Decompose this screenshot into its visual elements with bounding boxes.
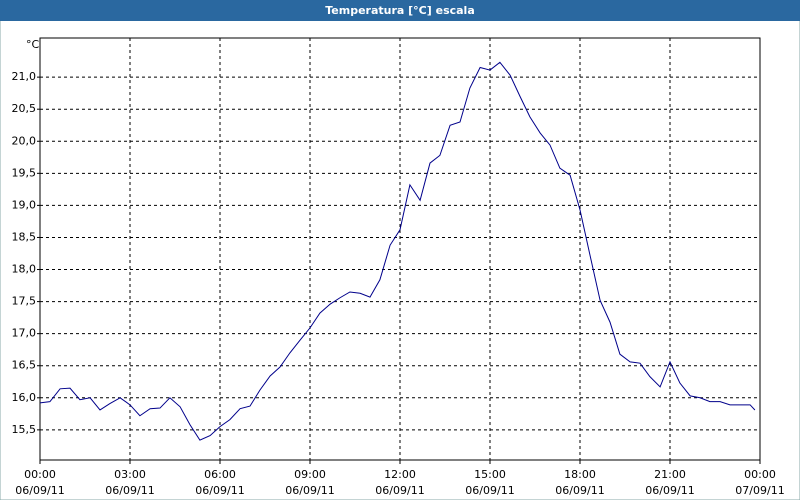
y-tick-label: 18,5: [12, 230, 37, 243]
x-tick-label: 09:00: [294, 468, 326, 481]
x-tick-label: 06/09/11: [645, 484, 694, 497]
x-tick-label: 06/09/11: [465, 484, 514, 497]
y-tick-label: 19,0: [12, 198, 37, 211]
y-tick-label: 17,0: [12, 327, 37, 340]
y-unit-label: °C: [26, 38, 40, 51]
x-tick-label: 06/09/11: [285, 484, 334, 497]
title-bar: [0, 0, 800, 21]
x-tick-label: 06/09/11: [15, 484, 64, 497]
x-tick-label: 00:00: [24, 468, 56, 481]
x-tick-label: 03:00: [114, 468, 146, 481]
x-tick-label: 18:00: [564, 468, 596, 481]
y-tick-label: 19,5: [12, 166, 37, 179]
y-tick-label: 15,5: [12, 423, 37, 436]
x-tick-label: 15:00: [474, 468, 506, 481]
temperature-line: [39, 61, 756, 441]
y-tick-label: 17,5: [12, 295, 37, 308]
y-tick-label: 20,0: [12, 134, 37, 147]
x-tick-label: 06/09/11: [375, 484, 424, 497]
x-tick-label: 07/09/11: [735, 484, 784, 497]
y-tick-label: 20,5: [12, 102, 37, 115]
x-tick-label: 06/09/11: [195, 484, 244, 497]
x-tick-label: 06/09/11: [105, 484, 154, 497]
chart-title: Temperatura [°C] escala: [325, 4, 475, 17]
x-tick-label: 12:00: [384, 468, 416, 481]
x-tick-label: 00:00: [744, 468, 776, 481]
y-tick-label: 16,0: [12, 391, 37, 404]
y-tick-label: 18,0: [12, 263, 37, 276]
y-tick-label: 16,5: [12, 359, 37, 372]
x-tick-label: 06/09/11: [555, 484, 604, 497]
x-tick-label: 06:00: [204, 468, 236, 481]
y-tick-label: 21,0: [12, 70, 37, 83]
x-tick-label: 21:00: [654, 468, 686, 481]
